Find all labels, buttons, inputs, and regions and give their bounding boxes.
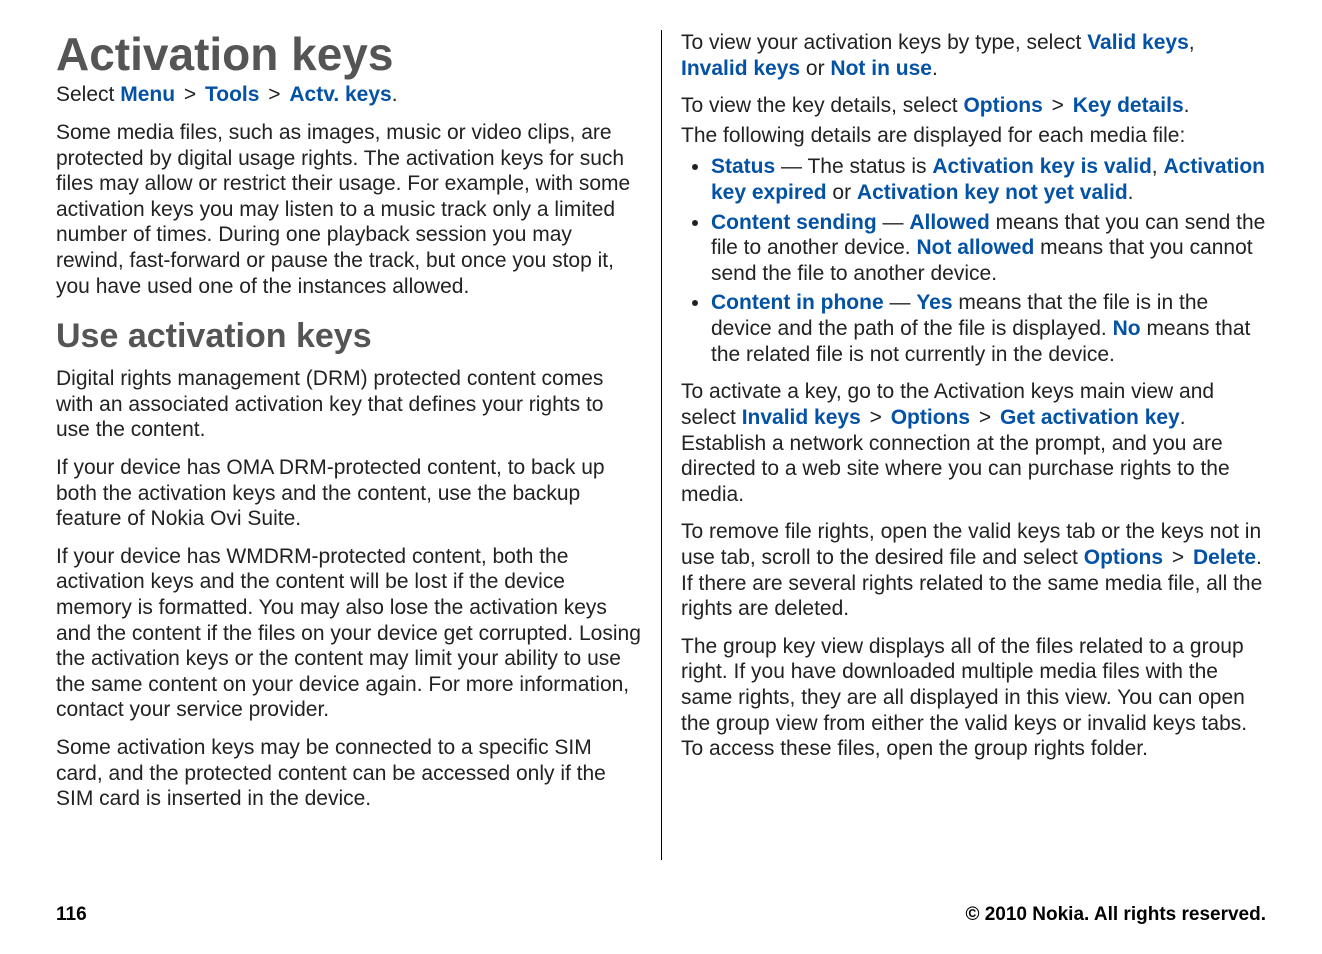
group-key-paragraph: The group key view displays all of the f… <box>681 634 1266 762</box>
text: . <box>932 57 938 80</box>
list-item-content-sending: Content sending — Allowed means that you… <box>711 210 1266 287</box>
drm-paragraph: Digital rights management (DRM) protecte… <box>56 366 641 443</box>
nav-path: Select Menu > Tools > Actv. keys. <box>56 82 641 108</box>
sim-paragraph: Some activation keys may be connected to… <box>56 735 641 812</box>
text: . <box>1128 181 1134 204</box>
nav-tools: Tools <box>205 83 259 106</box>
nav-prefix: Select <box>56 83 120 106</box>
list-item-status: Status — The status is Activation key is… <box>711 154 1266 205</box>
kw-activation-not-yet-valid: Activation key not yet valid <box>857 181 1128 204</box>
text: , <box>1189 31 1195 54</box>
activate-key-paragraph: To activate a key, go to the Activation … <box>681 379 1266 507</box>
text: — The status is <box>775 155 932 178</box>
copyright-text: © 2010 Nokia. All rights reserved. <box>965 904 1266 926</box>
nav-period: . <box>392 83 398 106</box>
kw-content-in-phone: Content in phone <box>711 291 884 314</box>
following-details-paragraph: The following details are displayed for … <box>681 123 1266 149</box>
text: or <box>800 57 830 80</box>
key-details-paragraph: To view the key details, select Options … <box>681 93 1266 119</box>
nav-actv-keys: Actv. keys <box>289 83 391 106</box>
nav-sep: > <box>175 83 205 106</box>
page-number: 116 <box>56 904 87 926</box>
nav-sep: > <box>1163 546 1193 569</box>
kw-content-sending: Content sending <box>711 211 877 234</box>
nav-menu: Menu <box>120 83 175 106</box>
kw-invalid-keys: Invalid keys <box>681 57 800 80</box>
kw-delete: Delete <box>1193 546 1256 569</box>
page-footer: 116 © 2010 Nokia. All rights reserved. <box>56 904 1266 926</box>
details-list: Status — The status is Activation key is… <box>681 154 1266 367</box>
document-page: Activation keys Select Menu > Tools > Ac… <box>0 0 1322 954</box>
section-heading-use-activation-keys: Use activation keys <box>56 317 641 356</box>
kw-valid-keys: Valid keys <box>1087 31 1189 54</box>
kw-not-in-use: Not in use <box>830 57 932 80</box>
kw-allowed: Allowed <box>909 211 990 234</box>
remove-rights-paragraph: To remove file rights, open the valid ke… <box>681 519 1266 621</box>
text: To view the key details, select <box>681 94 963 117</box>
kw-options: Options <box>963 94 1042 117</box>
kw-yes: Yes <box>916 291 952 314</box>
kw-key-details: Key details <box>1073 94 1184 117</box>
nav-sep: > <box>970 406 1000 429</box>
kw-status: Status <box>711 155 775 178</box>
nav-sep: > <box>1043 94 1073 117</box>
kw-get-activation-key: Get activation key <box>1000 406 1180 429</box>
text: or <box>827 181 857 204</box>
view-by-type-paragraph: To view your activation keys by type, se… <box>681 30 1266 81</box>
text: To view your activation keys by type, se… <box>681 31 1087 54</box>
wmdrm-paragraph: If your device has WMDRM-protected conte… <box>56 544 641 723</box>
kw-not-allowed: Not allowed <box>916 236 1034 259</box>
oma-paragraph: If your device has OMA DRM-protected con… <box>56 455 641 532</box>
text: . <box>1184 94 1190 117</box>
text: — <box>884 291 917 314</box>
kw-options: Options <box>891 406 970 429</box>
kw-invalid-keys: Invalid keys <box>742 406 861 429</box>
text: , <box>1152 155 1164 178</box>
kw-options: Options <box>1084 546 1163 569</box>
two-column-layout: Activation keys Select Menu > Tools > Ac… <box>56 30 1266 860</box>
nav-sep: > <box>861 406 891 429</box>
text: — <box>877 211 910 234</box>
list-item-content-in-phone: Content in phone — Yes means that the fi… <box>711 290 1266 367</box>
page-title: Activation keys <box>56 30 641 78</box>
nav-sep: > <box>259 83 289 106</box>
kw-activation-valid: Activation key is valid <box>932 155 1151 178</box>
kw-no: No <box>1113 317 1141 340</box>
intro-paragraph: Some media files, such as images, music … <box>56 120 641 299</box>
